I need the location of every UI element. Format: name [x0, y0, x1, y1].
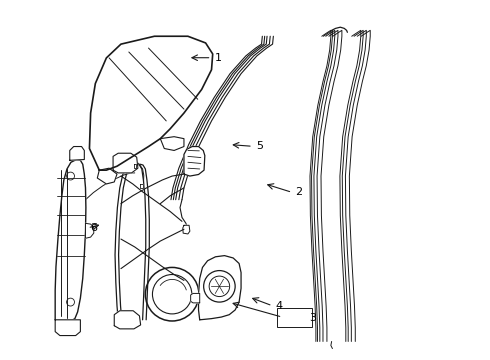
Polygon shape	[184, 147, 205, 176]
Polygon shape	[134, 164, 136, 168]
Polygon shape	[113, 153, 138, 173]
Polygon shape	[191, 293, 200, 303]
Polygon shape	[160, 137, 184, 150]
Polygon shape	[85, 223, 94, 238]
Polygon shape	[98, 168, 117, 184]
Text: 5: 5	[256, 141, 263, 151]
Polygon shape	[55, 159, 86, 321]
Polygon shape	[183, 225, 190, 234]
Text: 3: 3	[309, 312, 316, 323]
Polygon shape	[140, 184, 143, 188]
Polygon shape	[70, 147, 84, 160]
Text: 6: 6	[91, 223, 98, 233]
Polygon shape	[114, 311, 141, 329]
Text: 4: 4	[276, 301, 283, 311]
Text: 2: 2	[295, 188, 302, 197]
Polygon shape	[198, 256, 241, 320]
Text: 1: 1	[215, 53, 221, 63]
Polygon shape	[90, 36, 213, 170]
Polygon shape	[55, 320, 80, 336]
